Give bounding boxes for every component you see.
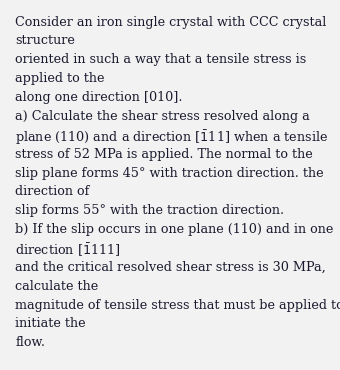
Text: flow.: flow. bbox=[15, 336, 45, 349]
Text: and the critical resolved shear stress is 30 MPa,: and the critical resolved shear stress i… bbox=[15, 261, 326, 274]
Text: slip plane forms 45° with traction direction. the: slip plane forms 45° with traction direc… bbox=[15, 166, 324, 179]
Text: calculate the: calculate the bbox=[15, 280, 99, 293]
Text: direction [$\bar{1}$111]: direction [$\bar{1}$111] bbox=[15, 242, 121, 259]
Text: initiate the: initiate the bbox=[15, 317, 86, 330]
Text: Consider an iron single crystal with CCC crystal: Consider an iron single crystal with CCC… bbox=[15, 16, 327, 28]
Text: along one direction [010].: along one direction [010]. bbox=[15, 91, 183, 104]
Text: stress of 52 MPa is applied. The normal to the: stress of 52 MPa is applied. The normal … bbox=[15, 148, 313, 161]
Text: a) Calculate the shear stress resolved along a: a) Calculate the shear stress resolved a… bbox=[15, 110, 310, 123]
Text: slip forms 55° with the traction direction.: slip forms 55° with the traction directi… bbox=[15, 204, 285, 217]
Text: plane (110) and a direction [$\bar{1}$11] when a tensile: plane (110) and a direction [$\bar{1}$11… bbox=[15, 129, 328, 147]
Text: oriented in such a way that a tensile stress is: oriented in such a way that a tensile st… bbox=[15, 53, 307, 66]
Text: magnitude of tensile stress that must be applied to: magnitude of tensile stress that must be… bbox=[15, 299, 340, 312]
Text: direction of: direction of bbox=[15, 185, 90, 198]
Text: applied to the: applied to the bbox=[15, 72, 105, 85]
Text: b) If the slip occurs in one plane (110) and in one: b) If the slip occurs in one plane (110)… bbox=[15, 223, 334, 236]
Text: structure: structure bbox=[15, 34, 75, 47]
